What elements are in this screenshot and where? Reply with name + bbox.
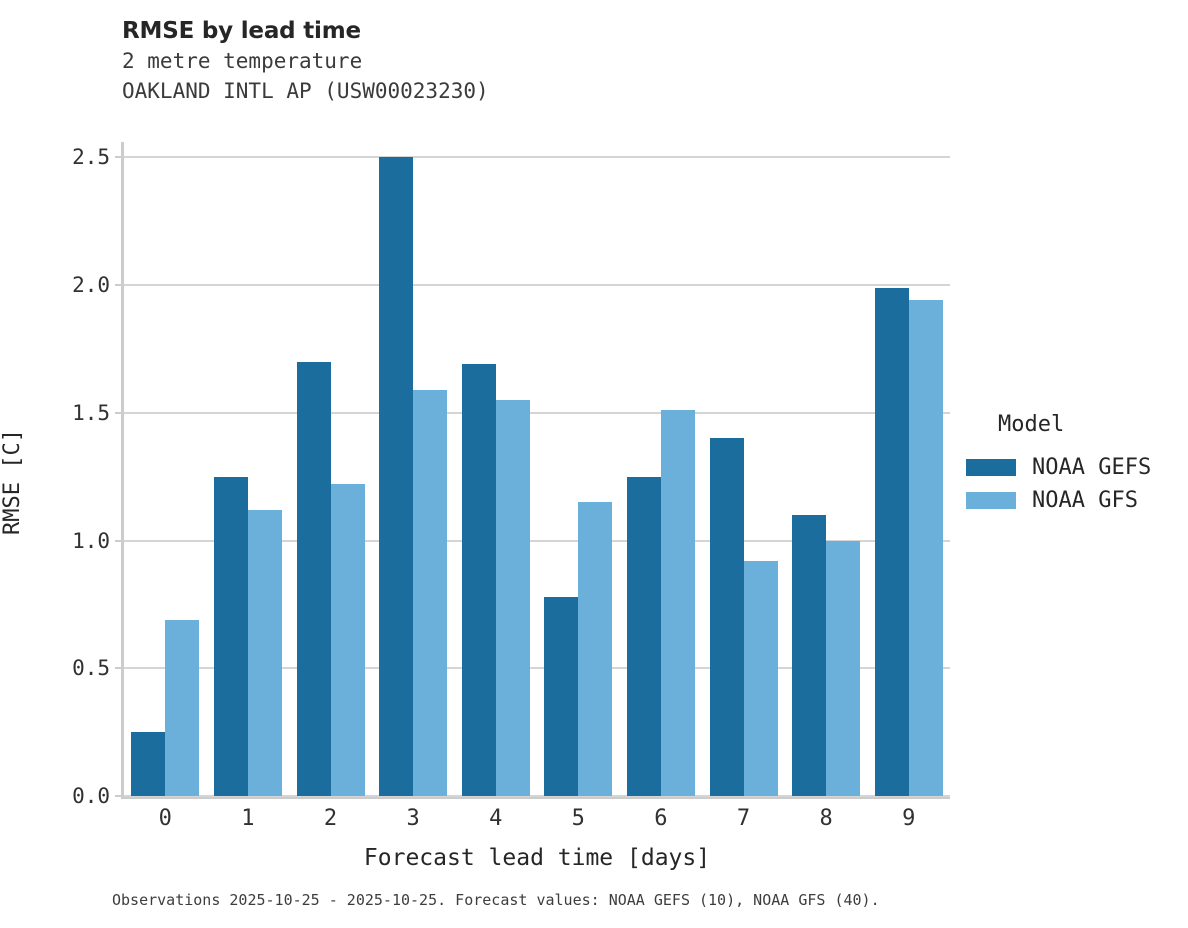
bar[interactable] [660,410,695,796]
x-tick-label: 2 [323,806,338,831]
legend: Model NOAA GEFS NOAA GFS [966,413,1151,517]
legend-entry[interactable]: NOAA GFS [966,484,1151,517]
bar[interactable] [709,438,744,796]
legend-label: NOAA GEFS [1032,454,1152,480]
chart-subtitle-station: OAKLAND INTL AP (USW00023230) [122,79,489,103]
x-tick-label: 5 [571,806,585,831]
gridline [124,284,950,287]
legend-entry[interactable]: NOAA GEFS [966,451,1151,484]
x-tick-label: 1 [241,806,255,831]
gridline [124,667,950,670]
y-tick-mark [115,539,122,542]
gridline [124,795,950,797]
bar[interactable] [578,502,613,796]
y-tick-mark [115,795,122,797]
x-tick-label: 3 [406,806,420,831]
bar[interactable] [413,389,448,796]
x-tick-label: 8 [819,806,833,831]
y-tick-mark [115,156,122,159]
y-tick-label: 1.0 [72,528,110,553]
x-tick-label: 7 [736,806,751,831]
x-axis-spine [121,796,950,799]
legend-entries: NOAA GEFS NOAA GFS [966,451,1151,517]
legend-swatch [966,492,1016,509]
bar[interactable] [213,476,248,796]
bar[interactable] [626,476,661,796]
bar[interactable] [544,596,579,796]
x-tick-label: 9 [902,806,916,831]
legend-swatch [966,459,1016,476]
bar[interactable] [461,364,496,796]
y-tick-label: 0.0 [72,784,110,808]
title-block: RMSE by lead time 2 metre temperature OA… [122,16,922,106]
x-tick-label: 6 [654,806,668,831]
legend-title: Model [998,412,1065,437]
gridline [124,539,950,542]
bar[interactable] [131,732,166,796]
bar[interactable] [908,300,943,796]
x-tick-label: 4 [489,806,503,831]
bar[interactable] [296,361,331,796]
y-tick-label: 2.5 [72,145,110,170]
bar[interactable] [826,540,861,796]
bar[interactable] [495,400,530,796]
bar[interactable] [743,560,778,796]
x-axis-tick-labels: 0 1 2 3 4 5 6 7 8 9 [124,808,950,838]
bar[interactable] [330,484,365,796]
footnote: Observations 2025-10-25 - 2025-10-25. Fo… [112,891,880,909]
x-axis-title: Forecast lead time [days] [363,845,711,871]
gridline [124,156,950,159]
x-tick-label: 0 [158,806,172,831]
chart-subtitle-variable: 2 metre temperature [122,49,363,73]
legend-label: NOAA GFS [1032,487,1138,513]
y-axis-tick-labels: 0.0 0.5 1.0 1.5 2.0 2.5 [24,142,110,807]
bar[interactable] [792,514,827,796]
bar[interactable] [379,157,414,796]
gridline [124,411,950,414]
y-tick-label: 1.5 [72,400,110,425]
bar[interactable] [874,287,909,796]
bar[interactable] [247,509,282,796]
y-axis-spine [121,142,124,796]
y-tick-label: 2.0 [72,273,110,298]
y-tick-mark [115,411,122,414]
y-tick-label: 0.5 [72,656,110,681]
y-axis-title: RMSE [C] [0,429,25,535]
plot-area [115,142,950,799]
y-tick-mark [115,667,122,670]
page-title: RMSE by lead time [122,18,361,44]
y-tick-mark [115,284,122,287]
bar[interactable] [165,619,200,796]
